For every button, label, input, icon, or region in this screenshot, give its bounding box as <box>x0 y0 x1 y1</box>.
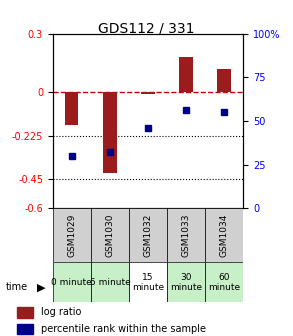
FancyBboxPatch shape <box>129 262 167 302</box>
Bar <box>217 69 231 92</box>
FancyBboxPatch shape <box>129 208 167 262</box>
Text: GSM1030: GSM1030 <box>105 213 114 257</box>
FancyBboxPatch shape <box>205 208 243 262</box>
Text: 15
minute: 15 minute <box>132 272 164 292</box>
Bar <box>141 92 155 94</box>
Text: GSM1032: GSM1032 <box>144 213 152 257</box>
FancyBboxPatch shape <box>167 208 205 262</box>
Text: ▶: ▶ <box>37 282 45 292</box>
Text: time: time <box>6 282 28 292</box>
FancyBboxPatch shape <box>167 262 205 302</box>
FancyBboxPatch shape <box>53 262 91 302</box>
Text: GSM1034: GSM1034 <box>220 213 229 257</box>
Bar <box>65 92 79 125</box>
Text: percentile rank within the sample: percentile rank within the sample <box>41 324 206 334</box>
FancyBboxPatch shape <box>205 262 243 302</box>
FancyBboxPatch shape <box>91 208 129 262</box>
FancyBboxPatch shape <box>91 262 129 302</box>
Text: 60
minute: 60 minute <box>208 272 240 292</box>
Text: GSM1033: GSM1033 <box>182 213 190 257</box>
FancyBboxPatch shape <box>53 208 91 262</box>
Text: 5 minute: 5 minute <box>89 278 130 287</box>
Text: 0 minute: 0 minute <box>51 278 92 287</box>
Bar <box>17 307 33 318</box>
Bar <box>17 324 33 334</box>
Text: GSM1029: GSM1029 <box>67 213 76 257</box>
Bar <box>103 92 117 173</box>
Text: GDS112 / 331: GDS112 / 331 <box>98 22 195 36</box>
Text: 30
minute: 30 minute <box>170 272 202 292</box>
Bar <box>179 57 193 92</box>
Text: log ratio: log ratio <box>41 307 81 318</box>
